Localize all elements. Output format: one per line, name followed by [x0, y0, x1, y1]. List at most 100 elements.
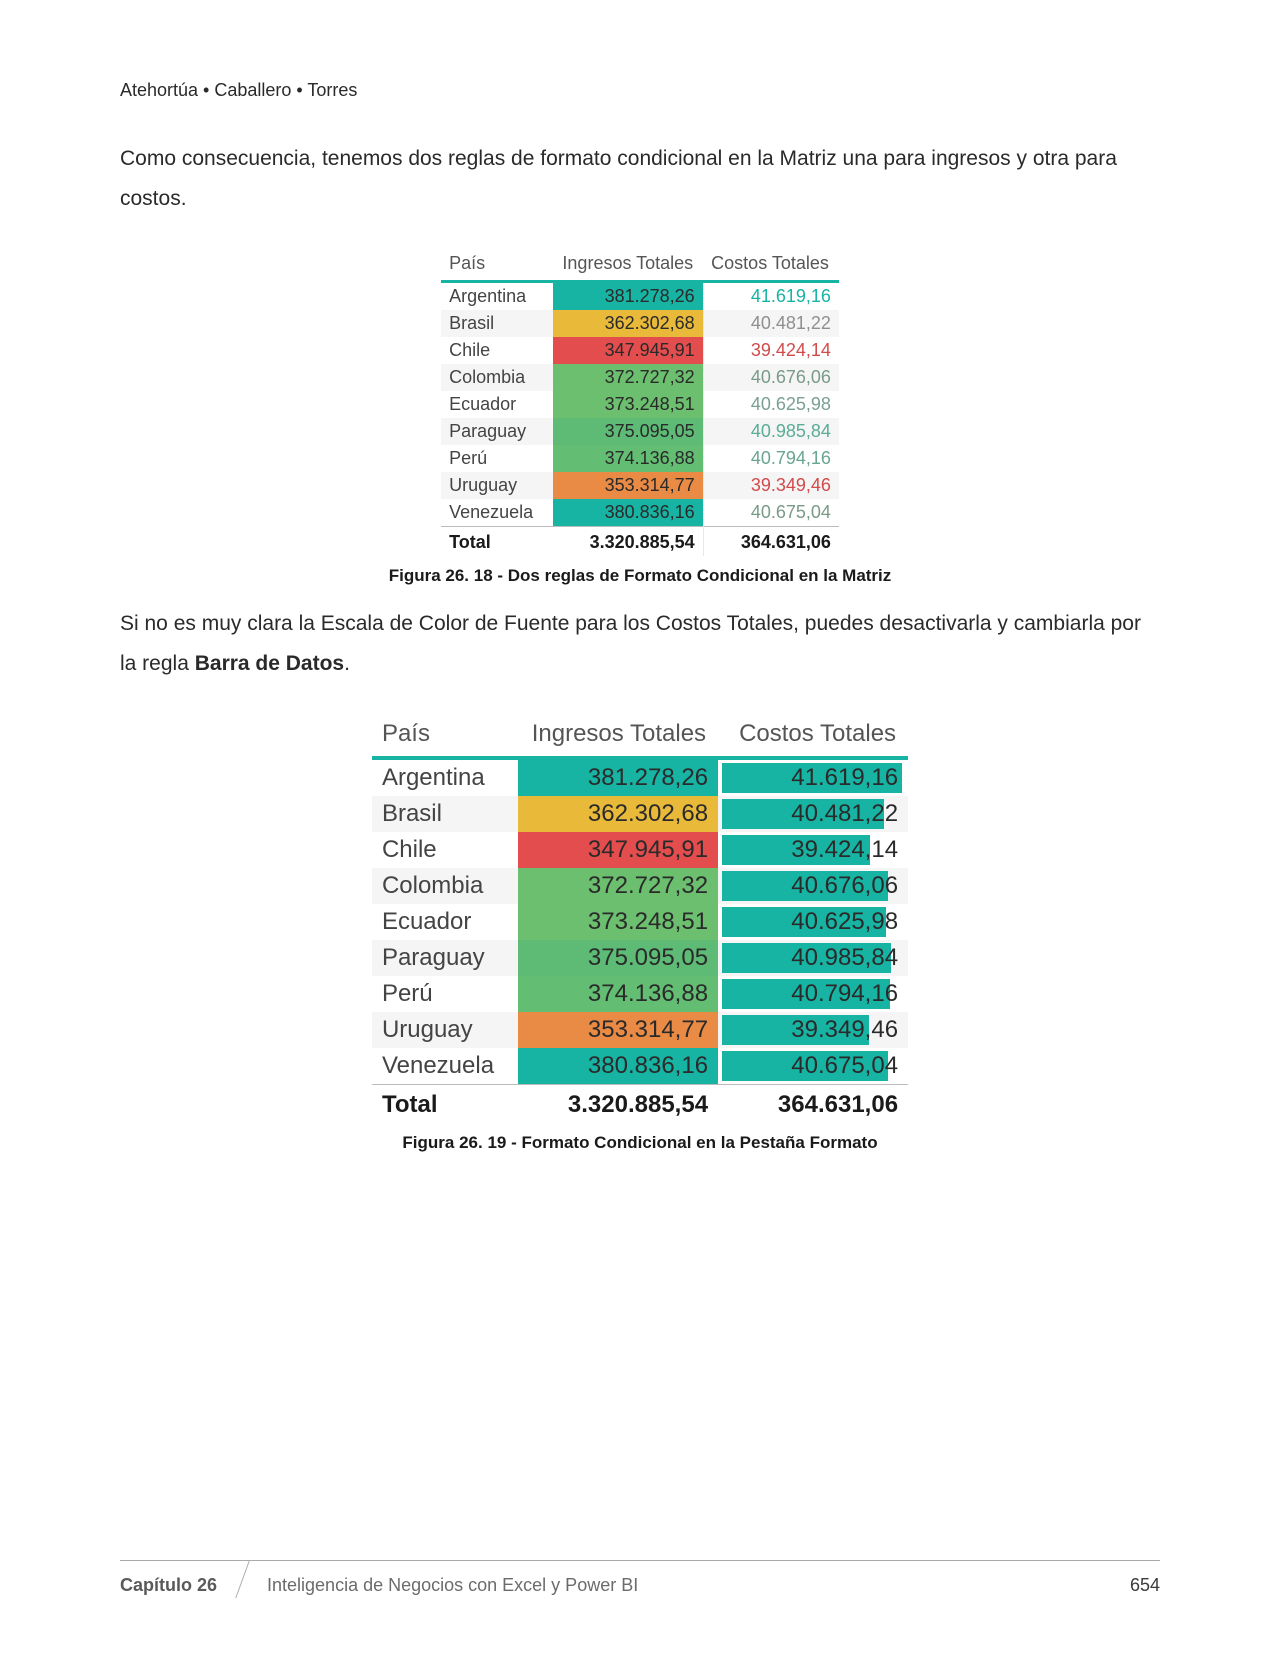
col-pais: País	[372, 712, 518, 758]
cell-ingreso: 373.248,51	[518, 904, 718, 940]
table-row: Chile347.945,9139.424,14	[372, 832, 908, 868]
paragraph-1: Como consecuencia, tenemos dos reglas de…	[120, 139, 1160, 219]
cell-total-ingreso: 3.320.885,54	[518, 1084, 718, 1123]
cell-total-costo: 364.631,06	[703, 526, 839, 556]
cell-pais: Venezuela	[372, 1048, 518, 1085]
cell-ingreso: 381.278,26	[553, 281, 703, 310]
cell-pais: Paraguay	[441, 418, 553, 445]
paragraph-2: Si no es muy clara la Escala de Color de…	[120, 604, 1160, 684]
cell-costo-bar: 40.481,22	[718, 796, 908, 832]
cell-ingreso: 353.314,77	[553, 472, 703, 499]
table-row: Colombia372.727,3240.676,06	[372, 868, 908, 904]
table-row: Venezuela380.836,1640.675,04	[441, 499, 839, 527]
table-row: Uruguay353.314,7739.349,46	[441, 472, 839, 499]
cell-total-ingreso: 3.320.885,54	[553, 526, 703, 556]
cell-pais: Chile	[372, 832, 518, 868]
cell-ingreso: 374.136,88	[518, 976, 718, 1012]
matrix-table-2: PaísIngresos TotalesCostos TotalesArgent…	[372, 712, 908, 1123]
cell-ingreso: 375.095,05	[553, 418, 703, 445]
cell-costo: 40.625,98	[703, 391, 839, 418]
cell-costo-bar: 40.675,04	[718, 1048, 908, 1085]
authors-header: Atehortúa • Caballero • Torres	[120, 80, 1160, 101]
table-row: Argentina381.278,2641.619,16	[441, 281, 839, 310]
cell-total-label: Total	[372, 1084, 518, 1123]
paragraph-2-bold: Barra de Datos	[195, 652, 344, 675]
cell-pais: Uruguay	[441, 472, 553, 499]
table-row: Perú374.136,8840.794,16	[441, 445, 839, 472]
cell-pais: Venezuela	[441, 499, 553, 527]
col-ingresos: Ingresos Totales	[518, 712, 718, 758]
figure-1: PaísIngresos TotalesCostos TotalesArgent…	[120, 247, 1160, 586]
table-row: Colombia372.727,3240.676,06	[441, 364, 839, 391]
cell-pais: Ecuador	[441, 391, 553, 418]
table-row: Brasil362.302,6840.481,22	[372, 796, 908, 832]
total-row: Total3.320.885,54364.631,06	[441, 526, 839, 556]
cell-ingreso: 380.836,16	[518, 1048, 718, 1085]
col-pais: País	[441, 247, 553, 282]
cell-costo-bar: 40.985,84	[718, 940, 908, 976]
cell-costo: 41.619,16	[703, 281, 839, 310]
page-footer: Capítulo 26 Inteligencia de Negocios con…	[120, 1560, 1160, 1596]
cell-ingreso: 381.278,26	[518, 758, 718, 796]
cell-total-label: Total	[441, 526, 553, 556]
footer-title: Inteligencia de Negocios con Excel y Pow…	[257, 1575, 1130, 1596]
cell-costo: 40.676,06	[703, 364, 839, 391]
cell-costo: 40.794,16	[703, 445, 839, 472]
col-costos: Costos Totales	[718, 712, 908, 758]
figure-1-caption: Figura 26. 18 - Dos reglas de Formato Co…	[389, 566, 892, 586]
cell-ingreso: 372.727,32	[518, 868, 718, 904]
figure-2: PaísIngresos TotalesCostos TotalesArgent…	[120, 712, 1160, 1153]
cell-ingreso: 362.302,68	[553, 310, 703, 337]
cell-pais: Argentina	[372, 758, 518, 796]
cell-pais: Colombia	[441, 364, 553, 391]
cell-costo-bar: 40.794,16	[718, 976, 908, 1012]
cell-ingreso: 375.095,05	[518, 940, 718, 976]
table-row: Paraguay375.095,0540.985,84	[441, 418, 839, 445]
table-row: Ecuador373.248,5140.625,98	[372, 904, 908, 940]
cell-pais: Perú	[441, 445, 553, 472]
footer-chapter: Capítulo 26	[120, 1575, 257, 1596]
cell-pais: Brasil	[441, 310, 553, 337]
table-row: Chile347.945,9139.424,14	[441, 337, 839, 364]
cell-pais: Chile	[441, 337, 553, 364]
cell-pais: Uruguay	[372, 1012, 518, 1048]
cell-pais: Perú	[372, 976, 518, 1012]
cell-total-costo: 364.631,06	[718, 1084, 908, 1123]
paragraph-2-suffix: .	[344, 652, 350, 675]
cell-ingreso: 372.727,32	[553, 364, 703, 391]
cell-costo: 39.349,46	[703, 472, 839, 499]
cell-ingreso: 380.836,16	[553, 499, 703, 527]
col-costos: Costos Totales	[703, 247, 839, 282]
cell-costo-bar: 39.424,14	[718, 832, 908, 868]
cell-ingreso: 374.136,88	[553, 445, 703, 472]
table-row: Uruguay353.314,7739.349,46	[372, 1012, 908, 1048]
cell-costo: 40.675,04	[703, 499, 839, 527]
cell-costo: 39.424,14	[703, 337, 839, 364]
cell-ingreso: 362.302,68	[518, 796, 718, 832]
table-row: Ecuador373.248,5140.625,98	[441, 391, 839, 418]
table-row: Paraguay375.095,0540.985,84	[372, 940, 908, 976]
col-ingresos: Ingresos Totales	[553, 247, 703, 282]
cell-pais: Ecuador	[372, 904, 518, 940]
cell-costo: 40.985,84	[703, 418, 839, 445]
cell-costo: 40.481,22	[703, 310, 839, 337]
cell-costo-bar: 40.625,98	[718, 904, 908, 940]
total-row: Total3.320.885,54364.631,06	[372, 1084, 908, 1123]
cell-ingreso: 347.945,91	[553, 337, 703, 364]
cell-pais: Brasil	[372, 796, 518, 832]
cell-pais: Argentina	[441, 281, 553, 310]
table-row: Venezuela380.836,1640.675,04	[372, 1048, 908, 1085]
table-row: Argentina381.278,2641.619,16	[372, 758, 908, 796]
cell-pais: Paraguay	[372, 940, 518, 976]
matrix-table-1: PaísIngresos TotalesCostos TotalesArgent…	[441, 247, 839, 556]
cell-ingreso: 347.945,91	[518, 832, 718, 868]
cell-pais: Colombia	[372, 868, 518, 904]
cell-ingreso: 373.248,51	[553, 391, 703, 418]
table-row: Perú374.136,8840.794,16	[372, 976, 908, 1012]
cell-costo-bar: 39.349,46	[718, 1012, 908, 1048]
table-row: Brasil362.302,6840.481,22	[441, 310, 839, 337]
cell-costo-bar: 40.676,06	[718, 868, 908, 904]
cell-costo-bar: 41.619,16	[718, 758, 908, 796]
footer-page-number: 654	[1130, 1575, 1160, 1596]
cell-ingreso: 353.314,77	[518, 1012, 718, 1048]
